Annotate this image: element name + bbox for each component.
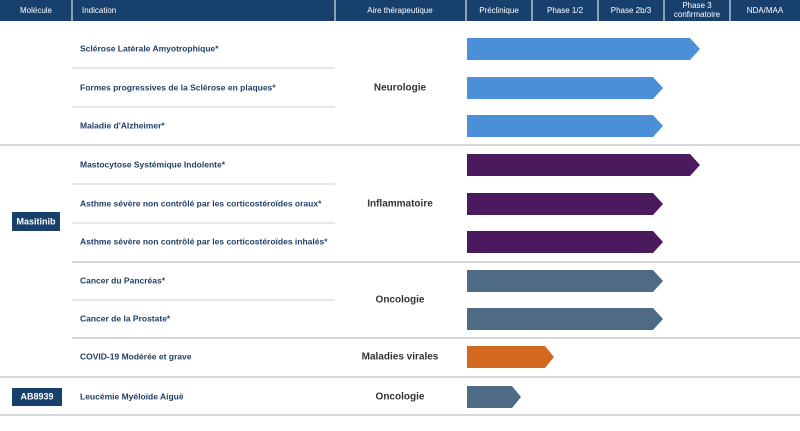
separators [0,67,800,416]
therapeutic-area: Oncologie [376,392,425,403]
indication: Cancer du Pancréas* [80,275,166,285]
molecule: Masitinib [16,216,56,226]
header-bar [0,0,800,21]
indication: Asthme sévère non contrôlé par les corti… [80,236,328,246]
phase-arrows [467,38,700,408]
molecule-box [12,212,60,231]
molecule-box [12,388,62,406]
phase-arrow [467,231,663,253]
therapeutic-area: Oncologie [376,295,425,306]
phase-arrow [467,154,700,176]
therapeutic-area: Maladies virales [362,352,439,363]
header-cell: Phase 1/2 [547,6,584,15]
indication: Asthme sévère non contrôlé par les corti… [80,198,322,208]
phase-arrow [467,193,663,215]
header-cell: Molécule [20,6,53,15]
phase-arrow [467,346,554,368]
header-cell: Phase 2b/3 [611,6,652,15]
indications: Sclérose Latérale Amyotrophique* Formes … [80,43,328,401]
indication: COVID-19 Modérée et grave [80,351,192,361]
phase-arrow [467,386,521,408]
phase-arrow [467,270,663,292]
phase-arrow [467,308,663,330]
header-cell: Indication [82,6,116,15]
phase-arrow [467,38,700,60]
molecules: Masitinib AB8939 [12,212,62,406]
header-cell: Phase 3 [682,1,712,10]
indication: Mastocytose Systémique Indolente* [80,159,226,169]
header-cell: Préclinique [479,6,519,15]
molecule: AB8939 [20,391,53,401]
header-cell: NDA/MAA [747,6,784,15]
indication: Sclérose Latérale Amyotrophique* [80,43,219,53]
header-cell: confirmatoire [674,10,721,19]
phase-arrow [467,77,663,99]
indication: Formes progressives de la Sclérose en pl… [80,82,276,92]
therapeutic-area: Neurologie [374,83,427,94]
header: Molécule Indication Aire thérapeutique P… [0,0,800,21]
therapeutic-area: Inflammatoire [367,199,433,210]
indication: Maladie d'Alzheimer* [80,120,165,130]
indication: Leucémie Myéloïde Aiguë [80,391,184,401]
header-cell: Aire thérapeutique [367,6,433,15]
indication: Cancer de la Prostate* [80,313,171,323]
areas: Neurologie Inflammatoire Oncologie Malad… [362,83,439,403]
phase-arrow [467,115,663,137]
